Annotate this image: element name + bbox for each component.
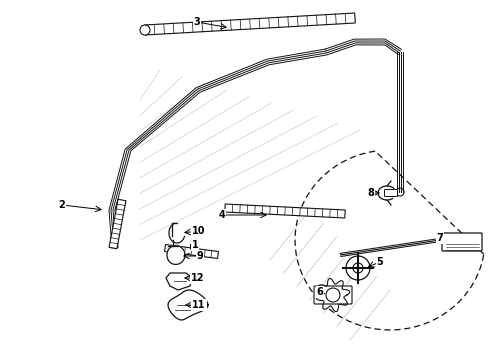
Polygon shape bbox=[165, 244, 219, 258]
Text: 6: 6 bbox=[317, 287, 323, 297]
Circle shape bbox=[346, 256, 370, 280]
Polygon shape bbox=[168, 290, 208, 320]
FancyBboxPatch shape bbox=[442, 233, 482, 251]
Polygon shape bbox=[166, 273, 192, 290]
Text: 9: 9 bbox=[196, 251, 203, 261]
Text: 10: 10 bbox=[192, 226, 206, 236]
Polygon shape bbox=[109, 199, 126, 249]
Text: 12: 12 bbox=[191, 273, 205, 283]
FancyBboxPatch shape bbox=[314, 286, 352, 304]
Text: 4: 4 bbox=[219, 210, 225, 220]
Polygon shape bbox=[317, 278, 350, 312]
Polygon shape bbox=[145, 13, 355, 35]
Polygon shape bbox=[167, 246, 185, 265]
Text: 2: 2 bbox=[59, 200, 65, 210]
Text: 1: 1 bbox=[192, 240, 198, 250]
Text: 5: 5 bbox=[377, 257, 383, 267]
Text: 11: 11 bbox=[192, 300, 206, 310]
Circle shape bbox=[140, 25, 150, 35]
Text: 7: 7 bbox=[437, 233, 443, 243]
Text: 8: 8 bbox=[368, 188, 374, 198]
Text: 3: 3 bbox=[194, 17, 200, 27]
FancyBboxPatch shape bbox=[385, 189, 397, 197]
Polygon shape bbox=[225, 204, 345, 218]
